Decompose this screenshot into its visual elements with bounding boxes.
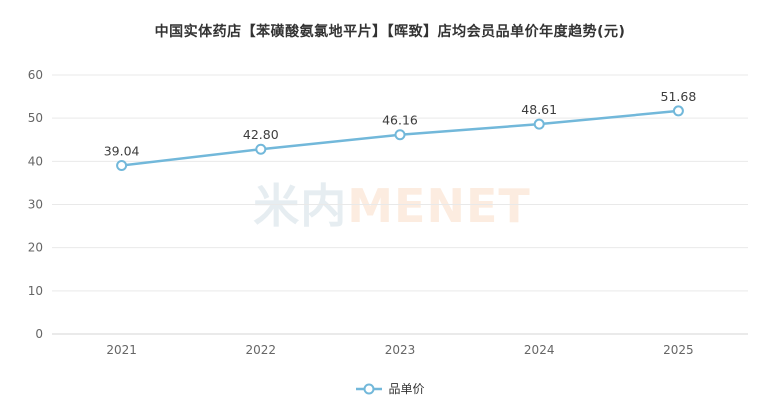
x-axis-tick-label: 2023 — [385, 343, 416, 357]
legend-label: 品单价 — [388, 382, 425, 396]
legend-line-marker-icon — [356, 383, 383, 395]
data-label: 51.68 — [661, 89, 697, 104]
watermark-cn-logo: 米内 — [253, 179, 348, 233]
y-axis-tick-label: 20 — [28, 241, 43, 255]
data-point[interactable] — [116, 159, 128, 171]
x-axis-tick-label: 2022 — [246, 343, 277, 357]
data-label: 48.61 — [521, 102, 557, 117]
chart-title: 中国实体药店【苯磺酸氨氯地平片】【晖致】店均会员品单价年度趋势(元) — [154, 24, 626, 40]
x-axis-tick-label: 2021 — [106, 343, 137, 357]
y-axis-tick-label: 50 — [28, 111, 43, 125]
data-point[interactable] — [394, 129, 406, 141]
y-axis-tick-label: 60 — [28, 68, 43, 82]
y-axis-tick-label: 0 — [35, 327, 43, 341]
x-axis-tick-label: 2025 — [663, 343, 694, 357]
watermark: 米内MENET — [253, 170, 531, 236]
watermark-en-logo: MENET — [347, 179, 531, 233]
data-point[interactable] — [533, 118, 545, 130]
data-point[interactable] — [672, 105, 684, 117]
x-axis-tick-label: 2024 — [524, 343, 555, 357]
data-label: 46.16 — [382, 113, 418, 128]
y-axis-tick-label: 40 — [28, 154, 43, 168]
data-label: 39.04 — [104, 143, 140, 158]
data-label: 42.80 — [243, 127, 279, 142]
y-axis-tick-label: 10 — [28, 284, 43, 298]
y-axis-tick-label: 30 — [28, 198, 43, 212]
legend-item[interactable]: 品单价 — [0, 381, 780, 397]
data-point[interactable] — [255, 143, 267, 155]
